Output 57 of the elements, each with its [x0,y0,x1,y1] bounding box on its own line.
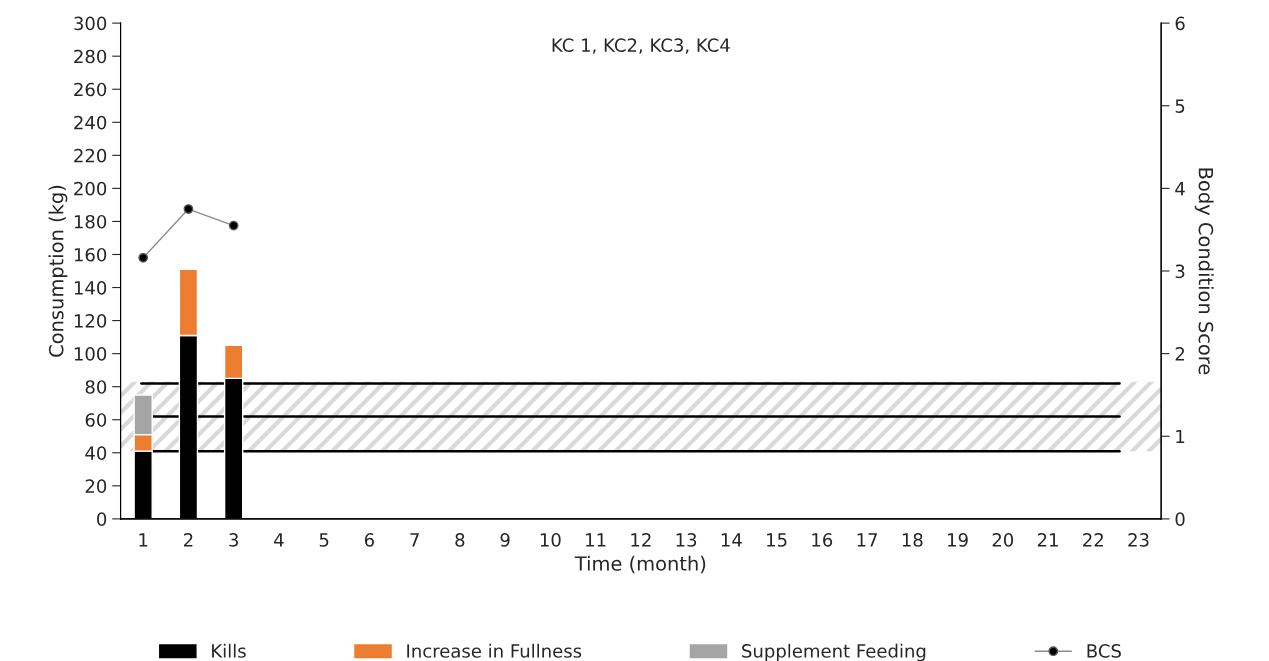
y2-tick-label: 1 [1176,429,1185,444]
y2-tick-label: 5 [1175,99,1185,113]
x-tick-label: 15 [767,533,787,547]
x-tick-label: 10 [540,533,561,547]
x-tick-label: 23 [1128,533,1149,547]
x-tick-label: 20 [992,533,1014,547]
y-tick-label: 60 [85,413,107,427]
y2-tick-label: 0 [1175,512,1185,526]
y2-tick-label: 3 [1175,264,1185,279]
point [183,204,194,214]
y-axis-title: Consumption (kg) [48,185,68,357]
x-tick-label: 21 [1037,533,1058,547]
y-tick-label: 220 [74,148,107,163]
x-tick-label: 13 [676,533,697,547]
x-tick-label: 16 [812,533,833,547]
y-tick-label: 0 [97,512,107,526]
x-tick-label: 3 [229,533,238,547]
x-axis-title: Time (month) [574,555,706,574]
x-tick-label: 1 [139,533,148,547]
x-tick-label: 7 [410,533,419,547]
y-tick-label: 240 [74,115,107,130]
x-tick-label: 12 [631,533,651,547]
x-tick-label: 22 [1083,533,1103,547]
y-tick-label: 80 [85,380,107,394]
y2-tick-label: 6 [1175,16,1185,31]
y-tick-label: 200 [74,181,107,196]
y-tick-label: 140 [74,280,107,295]
legend-label: BCS [1087,644,1121,658]
y-tick-label: 300 [74,16,107,31]
x-tick-label: 19 [948,533,968,547]
y-tick-label: 260 [74,82,107,97]
legend-label: Supplement Feeding [742,643,926,661]
legend-label: Increase in Fullness [407,643,582,658]
x-tick-label: 11 [586,533,606,547]
y-tick-label: 20 [85,479,107,493]
y-tick-label: 280 [74,49,107,64]
x-tick-label: 14 [721,533,742,547]
y-tick-label: 40 [85,446,107,460]
y2-axis-title: Body Condition Score [1194,168,1214,375]
x-tick-label: 4 [274,533,284,547]
x-tick-label: 18 [902,533,923,547]
x-tick-label: 6 [364,533,374,547]
y2-tick-label: 2 [1175,347,1185,361]
x-tick-label: 5 [319,533,329,547]
legend-label: Kills [212,643,246,658]
y-tick-label: 100 [74,347,107,361]
y2-tick-label: 4 [1175,182,1185,196]
x-tick-label: 8 [455,533,465,547]
point [228,220,239,231]
y-tick-label: 180 [74,214,107,229]
text: KC 1, KC2, KC3, KC4 [552,38,730,54]
y-tick-label: 160 [74,247,107,262]
point [138,252,149,263]
x-tick-label: 2 [184,533,193,547]
x-tick-label: 17 [857,533,877,547]
x-tick-label: 9 [500,533,510,547]
y-tick-label: 120 [74,314,107,328]
